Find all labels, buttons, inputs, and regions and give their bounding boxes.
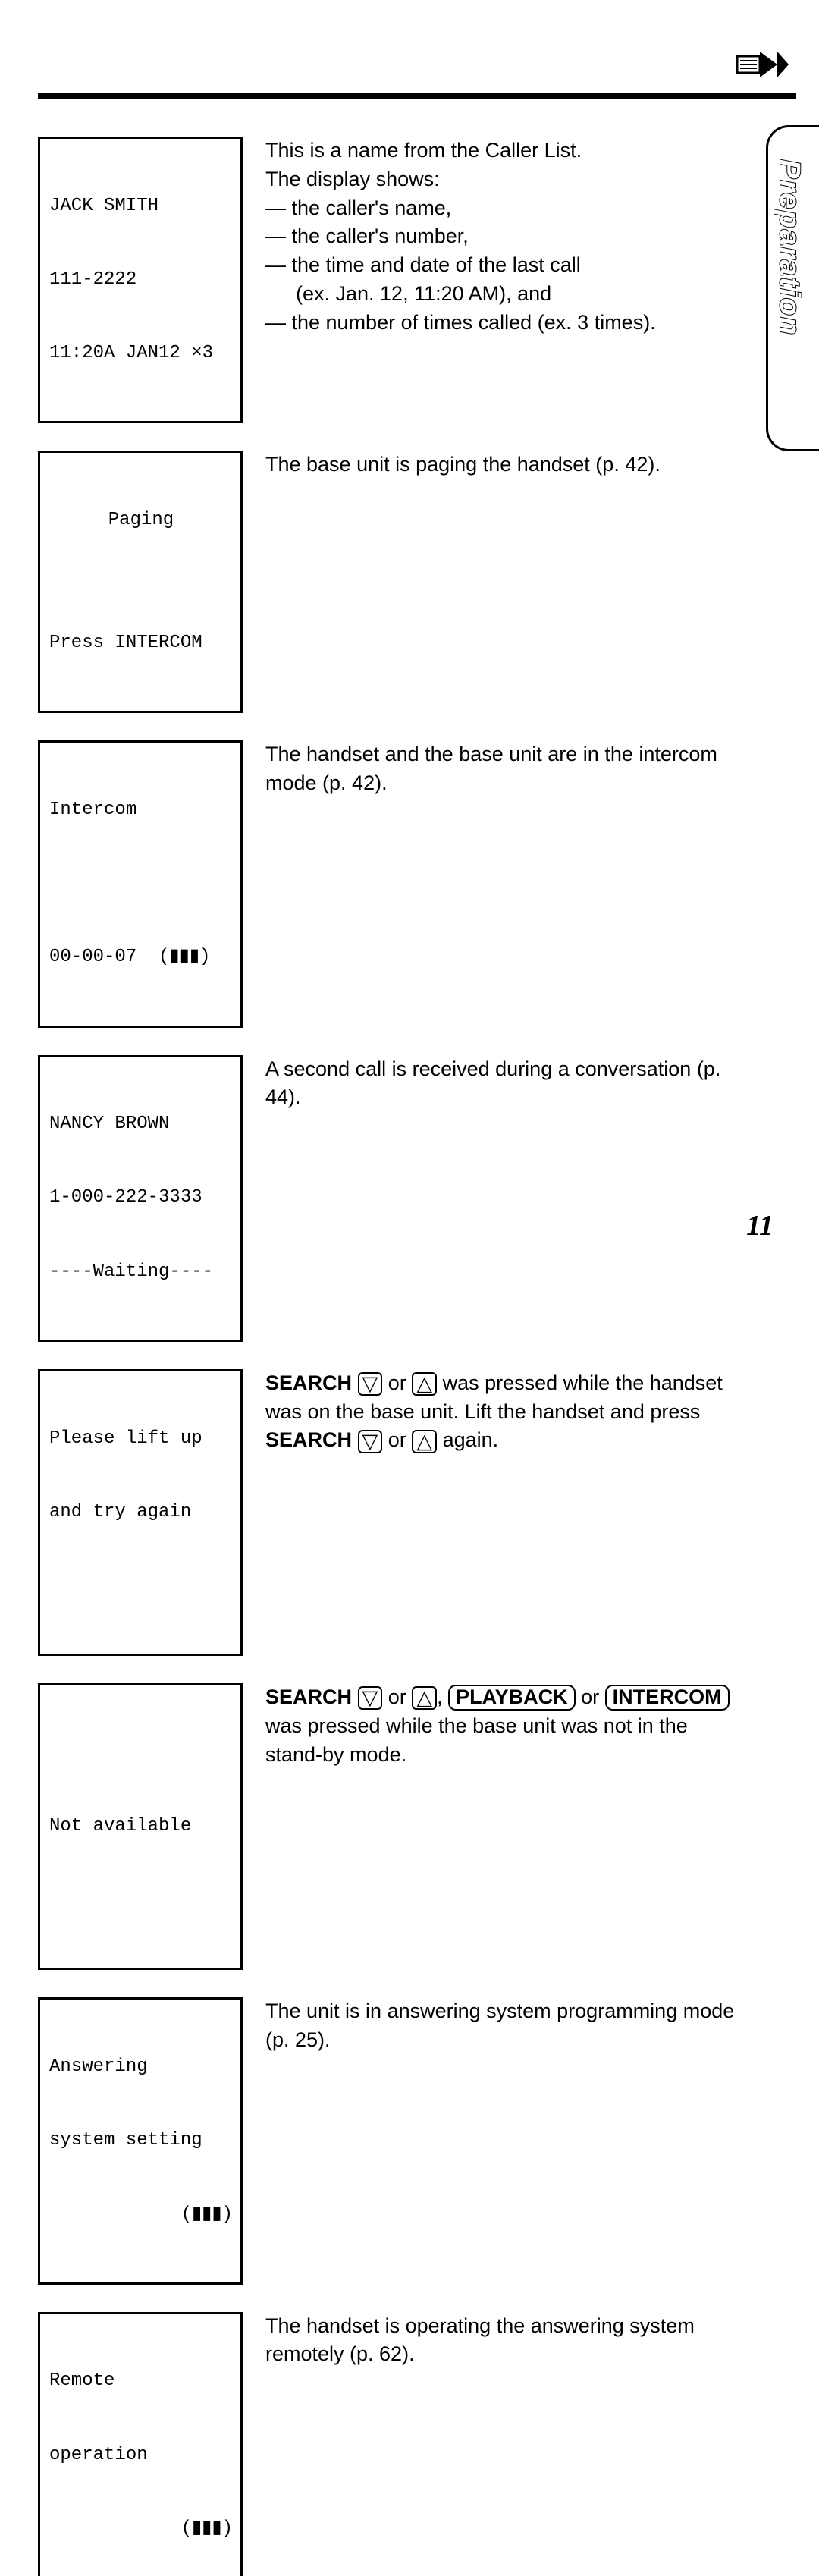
lcd-line: Intercom (49, 798, 233, 822)
lcd-display: Intercom 00-00-07 (▮▮▮) (38, 740, 243, 1027)
page-number: 11 (746, 1209, 774, 1242)
lcd-line: and try again (49, 1500, 233, 1525)
display-row: Not available SEARCH ▽ or △, PLAYBACK or… (38, 1683, 743, 1970)
description: This is a name from the Caller List. The… (265, 137, 743, 338)
display-row: JACK SMITH 111-2222 11:20A JAN12 ×3 This… (38, 137, 743, 423)
desc-line: A second call is received during a conve… (265, 1057, 720, 1109)
lcd-line: (▮▮▮) (49, 2517, 233, 2541)
description: The unit is in answering system programm… (265, 1997, 743, 2055)
desc-line: The base unit is paging the handset (p. … (265, 453, 661, 476)
desc-line: The handset and the base unit are in the… (265, 743, 717, 794)
manual-page: Preparation JACK SMITH 111-2222 11:20A J… (0, 0, 819, 1288)
lcd-line: operation (49, 2443, 233, 2468)
txt: or (576, 1685, 605, 1708)
down-arrow-icon: ▽ (358, 1430, 383, 1453)
txt: or (382, 1685, 412, 1708)
intercom-key: INTERCOM (605, 1685, 730, 1711)
desc-line: The unit is in answering system programm… (265, 2000, 734, 2051)
display-row: Remote operation (▮▮▮) The handset is op… (38, 2312, 743, 2576)
search-label: SEARCH (265, 1371, 352, 1394)
txt: again. (437, 1428, 498, 1451)
down-arrow-icon: ▽ (358, 1686, 383, 1710)
display-row: Intercom 00-00-07 (▮▮▮) The handset and … (38, 740, 743, 1027)
down-arrow-icon: ▽ (358, 1372, 383, 1396)
desc-line: — the number of times called (ex. 3 time… (265, 311, 656, 334)
description: SEARCH ▽ or △, PLAYBACK or INTERCOM was … (265, 1683, 743, 1769)
display-row: NANCY BROWN 1-000-222-3333 ----Waiting--… (38, 1055, 743, 1342)
desc-line: (ex. Jan. 12, 11:20 AM), and (265, 280, 743, 309)
lcd-line: JACK SMITH (49, 194, 233, 218)
lcd-line (49, 872, 233, 896)
txt: was pressed while the base unit was not … (265, 1714, 688, 1766)
lcd-line: system setting (49, 2128, 233, 2153)
desc-line: This is a name from the Caller List. (265, 139, 582, 162)
lcd-line: 00-00-07 (▮▮▮) (49, 945, 233, 969)
horizontal-rule (38, 93, 796, 99)
desc-line: The handset is operating the answering s… (265, 2314, 695, 2366)
lcd-display: NANCY BROWN 1-000-222-3333 ----Waiting--… (38, 1055, 243, 1342)
lcd-display: Paging Press INTERCOM (38, 451, 243, 713)
lcd-line (49, 1574, 233, 1598)
search-label: SEARCH (265, 1685, 352, 1708)
up-arrow-icon: △ (412, 1686, 437, 1710)
display-row: Answering system setting (▮▮▮) The unit … (38, 1997, 743, 2284)
txt: or (382, 1428, 412, 1451)
lcd-display: Not available (38, 1683, 243, 1970)
lcd-line: (▮▮▮) (49, 2203, 233, 2227)
description: The handset is operating the answering s… (265, 2312, 743, 2370)
lcd-line: 1-000-222-3333 (49, 1186, 233, 1210)
desc-line: The display shows: (265, 168, 440, 190)
up-arrow-icon: △ (412, 1372, 437, 1396)
section-tab-label: Preparation (773, 159, 805, 336)
display-row: Paging Press INTERCOM The base unit is p… (38, 451, 743, 713)
lcd-line: Not available (49, 1814, 233, 1839)
content-area: JACK SMITH 111-2222 11:20A JAN12 ×3 This… (38, 137, 743, 2576)
desc-line: — the time and date of the last call (265, 253, 581, 276)
lcd-line: 111-2222 (49, 268, 233, 292)
lcd-line: NANCY BROWN (49, 1112, 233, 1136)
lcd-display: Remote operation (▮▮▮) (38, 2312, 243, 2576)
next-page-arrow-icon (736, 46, 789, 87)
lcd-display: Please lift up and try again (38, 1369, 243, 1656)
description: A second call is received during a conve… (265, 1055, 743, 1113)
playback-key: PLAYBACK (448, 1685, 576, 1711)
txt: or (382, 1371, 412, 1394)
lcd-line (49, 1741, 233, 1765)
up-arrow-icon: △ (412, 1430, 437, 1453)
lcd-line: Answering (49, 2055, 233, 2079)
search-label: SEARCH (265, 1428, 352, 1451)
description: The handset and the base unit are in the… (265, 740, 743, 798)
description: SEARCH ▽ or △ was pressed while the hand… (265, 1369, 743, 1455)
lcd-line: ----Waiting---- (49, 1260, 233, 1284)
lcd-line: Please lift up (49, 1427, 233, 1451)
lcd-line: Press INTERCOM (49, 631, 233, 655)
lcd-display: Answering system setting (▮▮▮) (38, 1997, 243, 2284)
desc-line: — the caller's number, (265, 225, 469, 247)
desc-line: — the caller's name, (265, 196, 451, 219)
txt: , (437, 1685, 448, 1708)
lcd-line: Remote (49, 2369, 233, 2393)
display-row: Please lift up and try again SEARCH ▽ or… (38, 1369, 743, 1656)
lcd-line: Paging (49, 508, 233, 532)
lcd-display: JACK SMITH 111-2222 11:20A JAN12 ×3 (38, 137, 243, 423)
lcd-line (49, 1888, 233, 1912)
description: The base unit is paging the handset (p. … (265, 451, 743, 479)
lcd-line: 11:20A JAN12 ×3 (49, 341, 233, 366)
